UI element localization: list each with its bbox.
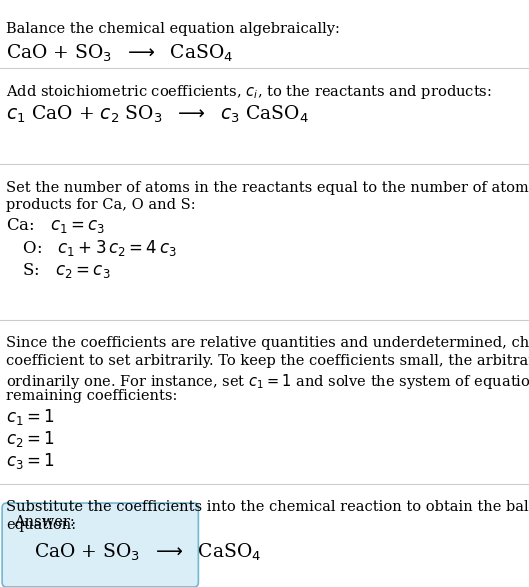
Text: Balance the chemical equation algebraically:: Balance the chemical equation algebraica… [6, 22, 340, 36]
Text: S:   $c_2 = c_3$: S: $c_2 = c_3$ [12, 261, 110, 279]
Text: Answer:: Answer: [14, 515, 75, 529]
Text: $c_1 = 1$: $c_1 = 1$ [6, 407, 55, 427]
Text: CaO + SO$_3$  $\longrightarrow$  CaSO$_4$: CaO + SO$_3$ $\longrightarrow$ CaSO$_4$ [6, 43, 234, 64]
Text: $c_2 = 1$: $c_2 = 1$ [6, 429, 55, 449]
FancyBboxPatch shape [2, 503, 198, 587]
Text: Since the coefficients are relative quantities and underdetermined, choose a: Since the coefficients are relative quan… [6, 336, 529, 350]
Text: remaining coefficients:: remaining coefficients: [6, 389, 178, 403]
Text: Set the number of atoms in the reactants equal to the number of atoms in the: Set the number of atoms in the reactants… [6, 181, 529, 195]
Text: $c_1$ CaO + $c_2$ SO$_3$  $\longrightarrow$  $c_3$ CaSO$_4$: $c_1$ CaO + $c_2$ SO$_3$ $\longrightarro… [6, 104, 309, 125]
Text: Substitute the coefficients into the chemical reaction to obtain the balanced: Substitute the coefficients into the che… [6, 500, 529, 514]
Text: coefficient to set arbitrarily. To keep the coefficients small, the arbitrary va: coefficient to set arbitrarily. To keep … [6, 354, 529, 368]
Text: equation:: equation: [6, 518, 77, 532]
Text: O:   $c_1 + 3\,c_2 = 4\,c_3$: O: $c_1 + 3\,c_2 = 4\,c_3$ [12, 238, 176, 258]
Text: ordinarily one. For instance, set $c_1 = 1$ and solve the system of equations fo: ordinarily one. For instance, set $c_1 =… [6, 372, 529, 390]
Text: Add stoichiometric coefficients, $c_i$, to the reactants and products:: Add stoichiometric coefficients, $c_i$, … [6, 83, 492, 102]
Text: products for Ca, O and S:: products for Ca, O and S: [6, 198, 196, 212]
Text: $c_3 = 1$: $c_3 = 1$ [6, 451, 55, 471]
Text: CaO + SO$_3$  $\longrightarrow$  CaSO$_4$: CaO + SO$_3$ $\longrightarrow$ CaSO$_4$ [34, 541, 262, 562]
Text: Ca:   $c_1 = c_3$: Ca: $c_1 = c_3$ [6, 216, 105, 235]
